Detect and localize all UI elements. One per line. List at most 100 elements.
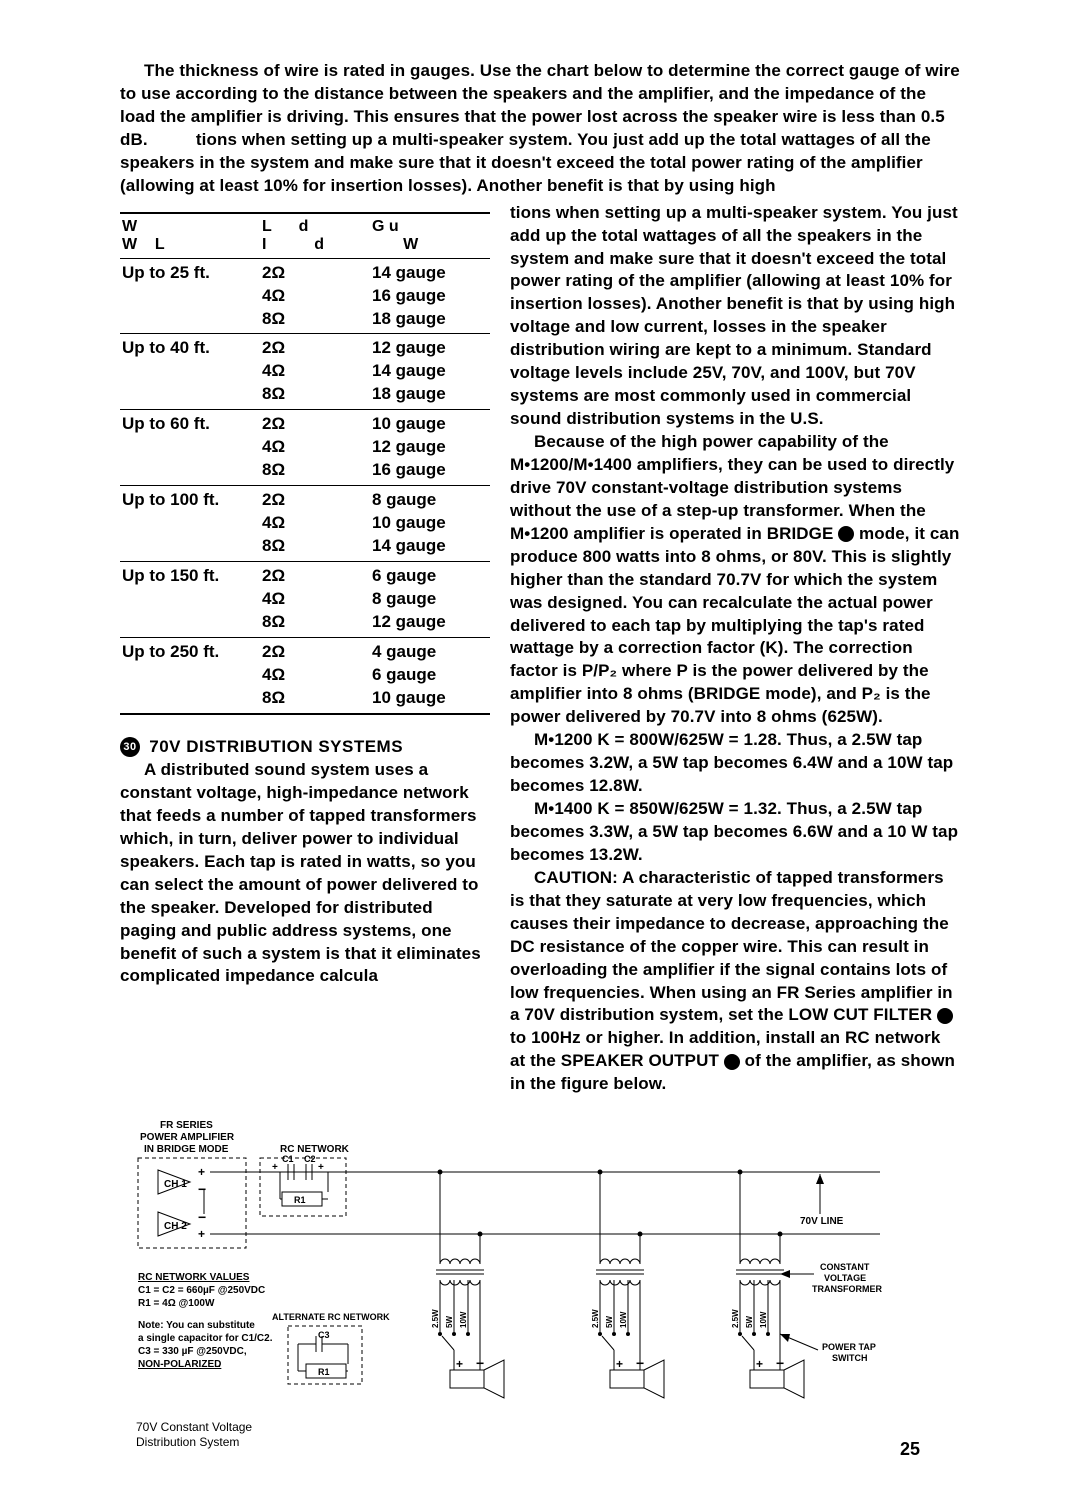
svg-text:.: . <box>218 1359 221 1370</box>
right-para-4: M•1400 K = 850W/625W = 1.32. Thus, a 2.5… <box>510 798 960 867</box>
diagram-svg: FR SERIES POWER AMPLIFIER IN BRIDGE MODE… <box>120 1114 900 1454</box>
ch1-label: CH 1 <box>164 1179 187 1190</box>
wire-gauge-table: W L W L L d I d G u W Up to 25 ft.2Ω14 g… <box>120 212 490 715</box>
table-group: Up to 25 ft.2Ω14 gauge4Ω16 gauge8Ω18 gau… <box>120 259 490 335</box>
bridge-label: BRIDGE <box>767 524 834 543</box>
svg-text:10W: 10W <box>459 1311 468 1328</box>
caption-line-2: Distribution System <box>136 1435 252 1450</box>
right-para-5: CAUTION: A characteristic of tapped tran… <box>510 867 960 1096</box>
circled-30-icon: 30 <box>120 737 140 757</box>
svg-text:−: − <box>198 1209 206 1225</box>
intro-para: The thickness of wire is rated in gauges… <box>120 60 960 198</box>
table-group: Up to 60 ft.2Ω10 gauge4Ω12 gauge8Ω16 gau… <box>120 410 490 486</box>
svg-text:R1 = 4Ω @100W: R1 = 4Ω @100W <box>138 1298 215 1309</box>
svg-text:CONSTANT: CONSTANT <box>820 1262 870 1272</box>
table-row: 4Ω16 gauge <box>122 285 488 308</box>
svg-text:C1 = C2 = 660µF @250VDC: C1 = C2 = 660µF @250VDC <box>138 1285 265 1296</box>
table-row: Up to 60 ft.2Ω10 gauge <box>122 413 488 436</box>
table-group: Up to 100 ft.2Ω8 gauge4Ω10 gauge8Ω14 gau… <box>120 486 490 562</box>
svg-text:5W: 5W <box>445 1316 454 1328</box>
svg-text:−: − <box>776 1355 784 1371</box>
svg-text:5W: 5W <box>605 1316 614 1328</box>
svg-text:+: + <box>456 1357 463 1371</box>
line70-label: 70V LINE <box>800 1216 844 1227</box>
two-column-region: W L W L L d I d G u W Up to 25 ft.2Ω14 g… <box>120 202 960 1097</box>
svg-text:+: + <box>318 1162 324 1173</box>
table-row: 8Ω12 gauge <box>122 611 488 634</box>
table-row: 8Ω18 gauge <box>122 383 488 406</box>
svg-text:R1: R1 <box>318 1367 330 1377</box>
svg-text:2.5W: 2.5W <box>431 1309 440 1328</box>
svg-text:+: + <box>756 1357 763 1371</box>
table-group: Up to 250 ft.2Ω4 gauge4Ω6 gauge8Ω10 gaug… <box>120 638 490 713</box>
th1a: W <box>122 218 262 236</box>
amp-title-3: IN BRIDGE MODE <box>144 1144 229 1155</box>
svg-text:C3 = 330 µF @250VDC,: C3 = 330 µF @250VDC, <box>138 1346 247 1357</box>
svg-text:RC NETWORK VALUES: RC NETWORK VALUES <box>138 1272 250 1283</box>
svg-text:C3: C3 <box>318 1330 330 1340</box>
table-row: Up to 40 ft.2Ω12 gauge <box>122 337 488 360</box>
left-body-para: A distributed sound system uses a consta… <box>120 759 490 988</box>
table-row: 8Ω14 gauge <box>122 535 488 558</box>
svg-text:10W: 10W <box>619 1311 628 1328</box>
svg-text:SWITCH: SWITCH <box>832 1353 868 1363</box>
svg-text:+: + <box>616 1357 623 1371</box>
rp5a: CAUTION: A characteristic of tapped tran… <box>510 868 953 1025</box>
svg-text:2.5W: 2.5W <box>591 1309 600 1328</box>
table-group: Up to 150 ft.2Ω6 gauge4Ω8 gauge8Ω12 gaug… <box>120 562 490 638</box>
distribution-diagram: FR SERIES POWER AMPLIFIER IN BRIDGE MODE… <box>120 1114 900 1454</box>
svg-text:Note: You can substitute: Note: You can substitute <box>138 1320 255 1331</box>
page: The thickness of wire is rated in gauges… <box>0 0 1080 1494</box>
table-row: 4Ω8 gauge <box>122 588 488 611</box>
svg-text:5W: 5W <box>745 1316 754 1328</box>
table-row: Up to 150 ft.2Ω6 gauge <box>122 565 488 588</box>
svg-text:+: + <box>198 1165 205 1179</box>
table-row: Up to 100 ft.2Ω8 gauge <box>122 489 488 512</box>
svg-text:TRANSFORMER: TRANSFORMER <box>812 1284 882 1294</box>
figure-caption: 70V Constant Voltage Distribution System <box>136 1420 252 1450</box>
table-row: 4Ω10 gauge <box>122 512 488 535</box>
table-row: 8Ω16 gauge <box>122 459 488 482</box>
ch2-label: CH 2 <box>164 1221 187 1232</box>
amp-title-1: FR SERIES <box>160 1120 213 1131</box>
svg-text:ALTERNATE RC NETWORK: ALTERNATE RC NETWORK <box>272 1312 390 1322</box>
svg-text:a single capacitor for C1/C2.: a single capacitor for C1/C2. <box>138 1333 273 1344</box>
right-para-2: Because of the high power capability of … <box>510 431 960 729</box>
svg-text:−: − <box>476 1355 484 1371</box>
table-group: Up to 40 ft.2Ω12 gauge4Ω14 gauge8Ω18 gau… <box>120 334 490 410</box>
svg-text:VOLTAGE: VOLTAGE <box>824 1273 866 1283</box>
page-number: 25 <box>900 1439 920 1460</box>
right-para-3: M•1200 K = 800W/625W = 1.28. Thus, a 2.5… <box>510 729 960 798</box>
spk-label: SPEAKER OUTPUT <box>561 1051 719 1070</box>
table-row: 4Ω12 gauge <box>122 436 488 459</box>
svg-text:POWER TAP: POWER TAP <box>822 1342 876 1352</box>
svg-text:−: − <box>636 1355 644 1371</box>
right-column: tions when setting up a multi-speaker sy… <box>510 202 960 1097</box>
rp2b: mode, it can produce 800 watts into 8 oh… <box>510 524 959 727</box>
table-row: 8Ω10 gauge <box>122 687 488 710</box>
right-para-1: tions when setting up a multi-speaker sy… <box>510 202 960 431</box>
left-column: W L W L L d I d G u W Up to 25 ft.2Ω14 g… <box>120 202 490 1097</box>
svg-text:10W: 10W <box>759 1311 768 1328</box>
circled-11-icon: 11 <box>724 1054 740 1070</box>
section-30-text: 70V DISTRIBUTION SYSTEMS <box>149 737 403 756</box>
svg-text:+: + <box>198 1227 205 1241</box>
circled-20-icon: 20 <box>838 526 854 542</box>
table-row: 8Ω18 gauge <box>122 308 488 331</box>
table-row: 4Ω14 gauge <box>122 360 488 383</box>
section-30-title: 30 70V DISTRIBUTION SYSTEMS <box>120 737 490 758</box>
svg-text:2.5W: 2.5W <box>731 1309 740 1328</box>
svg-text:−: − <box>198 1181 206 1197</box>
table-header: W L W L L d I d G u W <box>120 214 490 259</box>
lcf-label: LOW CUT FILTER <box>788 1005 932 1024</box>
circled-14-icon: 14 <box>937 1008 953 1024</box>
svg-text:C2: C2 <box>304 1154 316 1164</box>
svg-text:+: + <box>272 1162 278 1173</box>
svg-text:NON-POLARIZED: NON-POLARIZED <box>138 1359 221 1370</box>
table-row: Up to 25 ft.2Ω14 gauge <box>122 262 488 285</box>
table-row: Up to 250 ft.2Ω4 gauge <box>122 641 488 664</box>
amp-title-2: POWER AMPLIFIER <box>140 1132 235 1143</box>
svg-text:R1: R1 <box>294 1195 306 1205</box>
caption-line-1: 70V Constant Voltage <box>136 1420 252 1435</box>
table-row: 4Ω6 gauge <box>122 664 488 687</box>
